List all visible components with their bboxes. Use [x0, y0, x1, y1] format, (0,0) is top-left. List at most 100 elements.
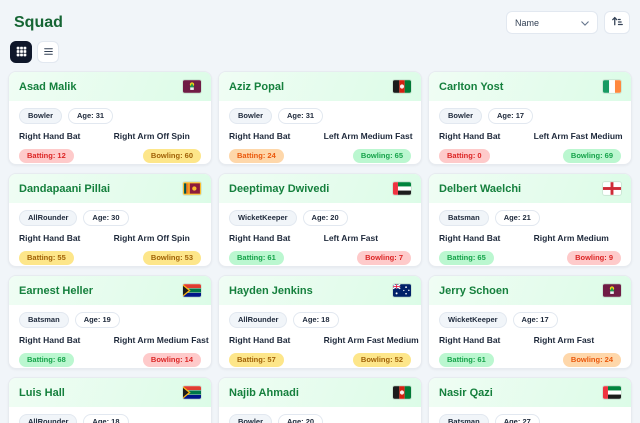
player-card-body: Bowler Age: 31 Right Hand Bat Right Arm … [9, 101, 211, 163]
grid-view-toggle[interactable] [10, 41, 32, 63]
bowling-style: Right Arm Off Spin [113, 232, 190, 243]
player-card-body: WicketKeeper Age: 17 Right Hand Bat Righ… [429, 305, 631, 367]
player-name: Deeptimay Dwivedi [229, 182, 330, 195]
country-flag-icon [183, 284, 201, 297]
sort-by-value: Name [515, 17, 540, 28]
age-badge: Age: 31 [68, 108, 114, 124]
player-card[interactable]: Hayden Jenkins AllRounder Age: 18 Right … [218, 275, 422, 369]
player-card-header: Luis Hall [9, 378, 211, 407]
batting-style: Right Hand Bat [439, 232, 501, 243]
player-card-body: Bowler Age: 31 Right Hand Bat Left Arm M… [219, 101, 421, 163]
age-badge: Age: 17 [488, 108, 534, 124]
top-bar: Squad Name [0, 0, 640, 34]
age-badge: Age: 20 [278, 414, 324, 423]
player-card-header: Asad Malik [9, 72, 211, 101]
age-badge: Age: 17 [512, 312, 558, 328]
bowling-rating-badge: Bowling: 69 [562, 148, 621, 163]
age-badge: Age: 19 [74, 312, 120, 328]
role-badge: Batsman [439, 210, 489, 226]
bowling-rating-badge: Bowling: 9 [567, 250, 621, 265]
sort-controls: Name [506, 11, 630, 34]
player-card[interactable]: Aziz Popal Bowler Age: 31 Right Hand Bat… [218, 71, 422, 165]
role-badge: AllRounder [19, 210, 78, 226]
batting-rating-badge: Batting: 55 [19, 250, 74, 265]
player-name: Earnest Heller [19, 284, 93, 297]
player-card-body: Bowler Age: 20 [219, 407, 421, 423]
player-card-header: Aziz Popal [219, 72, 421, 101]
batting-rating-badge: Batting: 65 [439, 250, 494, 265]
age-badge: Age: 27 [494, 414, 540, 423]
player-card[interactable]: Luis Hall AllRounder Age: 18 [8, 377, 212, 423]
player-grid: Asad Malik Bowler Age: 31 Right Hand Bat… [0, 63, 640, 423]
country-flag-icon [393, 386, 411, 399]
sort-by-select[interactable]: Name [506, 11, 598, 34]
age-badge: Age: 31 [278, 108, 324, 124]
list-view-toggle[interactable] [37, 41, 59, 63]
player-name: Carlton Yost [439, 80, 504, 93]
country-flag-icon [603, 284, 621, 297]
batting-style: Right Hand Bat [439, 334, 501, 345]
player-card-header: Earnest Heller [9, 276, 211, 305]
player-card-header: Dandapaani Pillai [9, 174, 211, 203]
bowling-rating-badge: Bowling: 52 [352, 352, 411, 367]
bowling-rating-badge: Bowling: 14 [142, 352, 201, 367]
age-badge: Age: 18 [83, 414, 129, 423]
country-flag-icon [603, 386, 621, 399]
batting-style: Right Hand Bat [19, 334, 81, 345]
player-card[interactable]: Dandapaani Pillai AllRounder Age: 30 Rig… [8, 173, 212, 267]
player-name: Dandapaani Pillai [19, 182, 111, 195]
player-name: Delbert Waelchi [439, 182, 522, 195]
player-card[interactable]: Najib Ahmadi Bowler Age: 20 [218, 377, 422, 423]
player-card-body: Batsman Age: 21 Right Hand Bat Right Arm… [429, 203, 631, 265]
role-badge: Batsman [19, 312, 69, 328]
batting-rating-badge: Batting: 61 [439, 352, 494, 367]
bowling-style: Right Arm Medium Fast [113, 334, 209, 345]
player-card[interactable]: Nasir Qazi Batsman Age: 27 [428, 377, 632, 423]
batting-rating-badge: Batting: 24 [229, 148, 284, 163]
player-card-body: Batsman Age: 27 [429, 407, 631, 423]
player-card[interactable]: Earnest Heller Batsman Age: 19 Right Han… [8, 275, 212, 369]
player-card[interactable]: Deeptimay Dwivedi WicketKeeper Age: 20 R… [218, 173, 422, 267]
player-name: Hayden Jenkins [229, 284, 313, 297]
player-card[interactable]: Carlton Yost Bowler Age: 17 Right Hand B… [428, 71, 632, 165]
bowling-rating-badge: Bowling: 53 [142, 250, 201, 265]
player-card[interactable]: Asad Malik Bowler Age: 31 Right Hand Bat… [8, 71, 212, 165]
batting-rating-badge: Batting: 61 [229, 250, 284, 265]
role-badge: Batsman [439, 414, 489, 423]
player-name: Luis Hall [19, 386, 65, 399]
player-name: Nasir Qazi [439, 386, 493, 399]
age-badge: Age: 18 [293, 312, 339, 328]
role-badge: Bowler [229, 414, 273, 423]
player-card-body: AllRounder Age: 18 [9, 407, 211, 423]
role-badge: WicketKeeper [229, 210, 297, 226]
age-badge: Age: 21 [494, 210, 540, 226]
country-flag-icon [393, 80, 411, 93]
country-flag-icon [393, 284, 411, 297]
country-flag-icon [393, 182, 411, 195]
player-card-body: WicketKeeper Age: 20 Right Hand Bat Left… [219, 203, 421, 265]
grid-icon [16, 45, 27, 60]
batting-rating-badge: Batting: 68 [19, 352, 74, 367]
bowling-rating-badge: Bowling: 65 [352, 148, 411, 163]
bowling-style: Right Arm Fast [533, 334, 595, 345]
batting-style: Right Hand Bat [229, 232, 291, 243]
sort-direction-button[interactable] [604, 11, 630, 34]
bowling-style: Right Arm Medium [533, 232, 609, 243]
player-name: Jerry Schoen [439, 284, 509, 297]
player-card-header: Delbert Waelchi [429, 174, 631, 203]
player-name: Asad Malik [19, 80, 77, 93]
bowling-rating-badge: Bowling: 24 [562, 352, 621, 367]
role-badge: AllRounder [19, 414, 78, 423]
bowling-style: Left Arm Fast Medium [533, 130, 623, 141]
bowling-style: Left Arm Fast [323, 232, 379, 243]
bowling-style: Right Arm Fast Medium [323, 334, 419, 345]
player-card-header: Carlton Yost [429, 72, 631, 101]
bowling-rating-badge: Bowling: 7 [357, 250, 411, 265]
country-flag-icon [183, 182, 201, 195]
player-card-body: Bowler Age: 17 Right Hand Bat Left Arm F… [429, 101, 631, 163]
batting-style: Right Hand Bat [19, 232, 81, 243]
batting-style: Right Hand Bat [229, 130, 291, 141]
player-card[interactable]: Jerry Schoen WicketKeeper Age: 17 Right … [428, 275, 632, 369]
player-card[interactable]: Delbert Waelchi Batsman Age: 21 Right Ha… [428, 173, 632, 267]
country-flag-icon [183, 386, 201, 399]
